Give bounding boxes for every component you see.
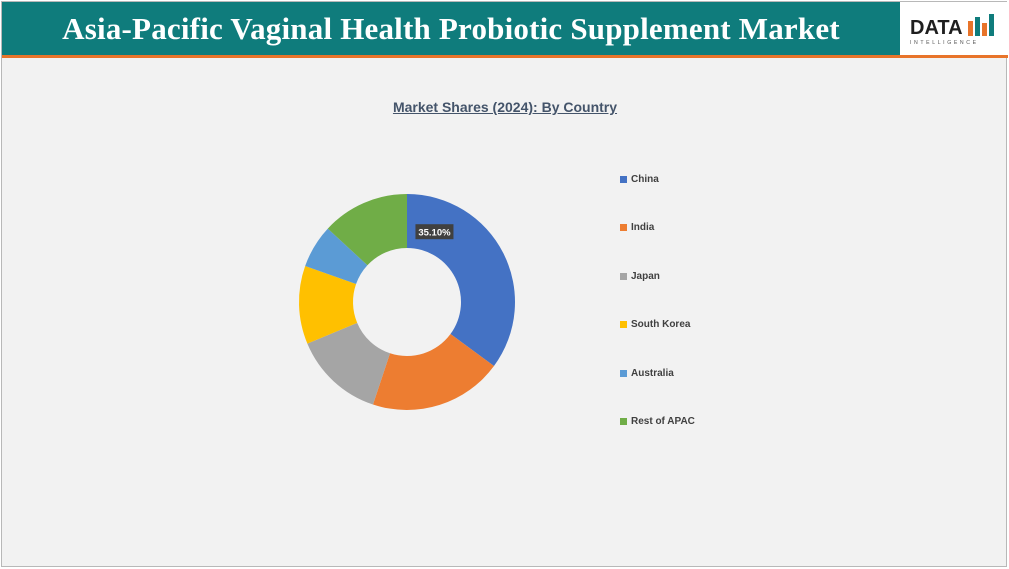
legend-item: India <box>620 221 695 235</box>
legend-swatch <box>620 369 627 377</box>
legend-swatch <box>620 224 627 232</box>
data-intelligence-logo-icon: DATA INTELLIGENCE <box>910 14 994 46</box>
legend-item: Australia <box>620 366 695 380</box>
legend-label: India <box>631 222 655 234</box>
donut-slice-south-korea <box>299 266 358 344</box>
legend-label: China <box>631 173 659 185</box>
legend-label: Rest of APAC <box>631 416 695 428</box>
svg-text:INTELLIGENCE: INTELLIGENCE <box>910 40 979 46</box>
header-bar: Asia-Pacific Vaginal Health Probiotic Su… <box>2 2 900 58</box>
legend-swatch <box>620 272 627 280</box>
donut-slice-australia <box>305 228 368 285</box>
company-logo: DATA INTELLIGENCE <box>900 2 1008 58</box>
donut-slice-india <box>372 334 494 410</box>
legend-item: China <box>620 172 695 186</box>
legend-swatch <box>620 175 627 183</box>
legend-item: Rest of APAC <box>620 415 695 429</box>
page-title: Asia-Pacific Vaginal Health Probiotic Su… <box>62 10 840 46</box>
legend-label: Japan <box>631 270 660 282</box>
donut-slice-rest-of-apac <box>327 194 407 266</box>
data-label-china: 35.10% <box>415 224 454 240</box>
legend-swatch <box>620 418 627 426</box>
legend-item: South Korea <box>620 318 695 332</box>
legend-label: Australia <box>631 367 674 379</box>
chart-title: Market Shares (2024): By Country <box>392 99 618 115</box>
donut-slice-japan <box>307 322 390 405</box>
svg-text:DATA: DATA <box>910 17 963 39</box>
legend-item: Japan <box>620 269 695 283</box>
legend-swatch <box>620 321 627 329</box>
donut-slice-china <box>407 194 515 367</box>
legend-label: South Korea <box>631 319 691 331</box>
chart-legend: China India Japan South Korea Australia Rest … <box>620 172 695 464</box>
svg-text:35.10%: 35.10% <box>418 228 451 239</box>
